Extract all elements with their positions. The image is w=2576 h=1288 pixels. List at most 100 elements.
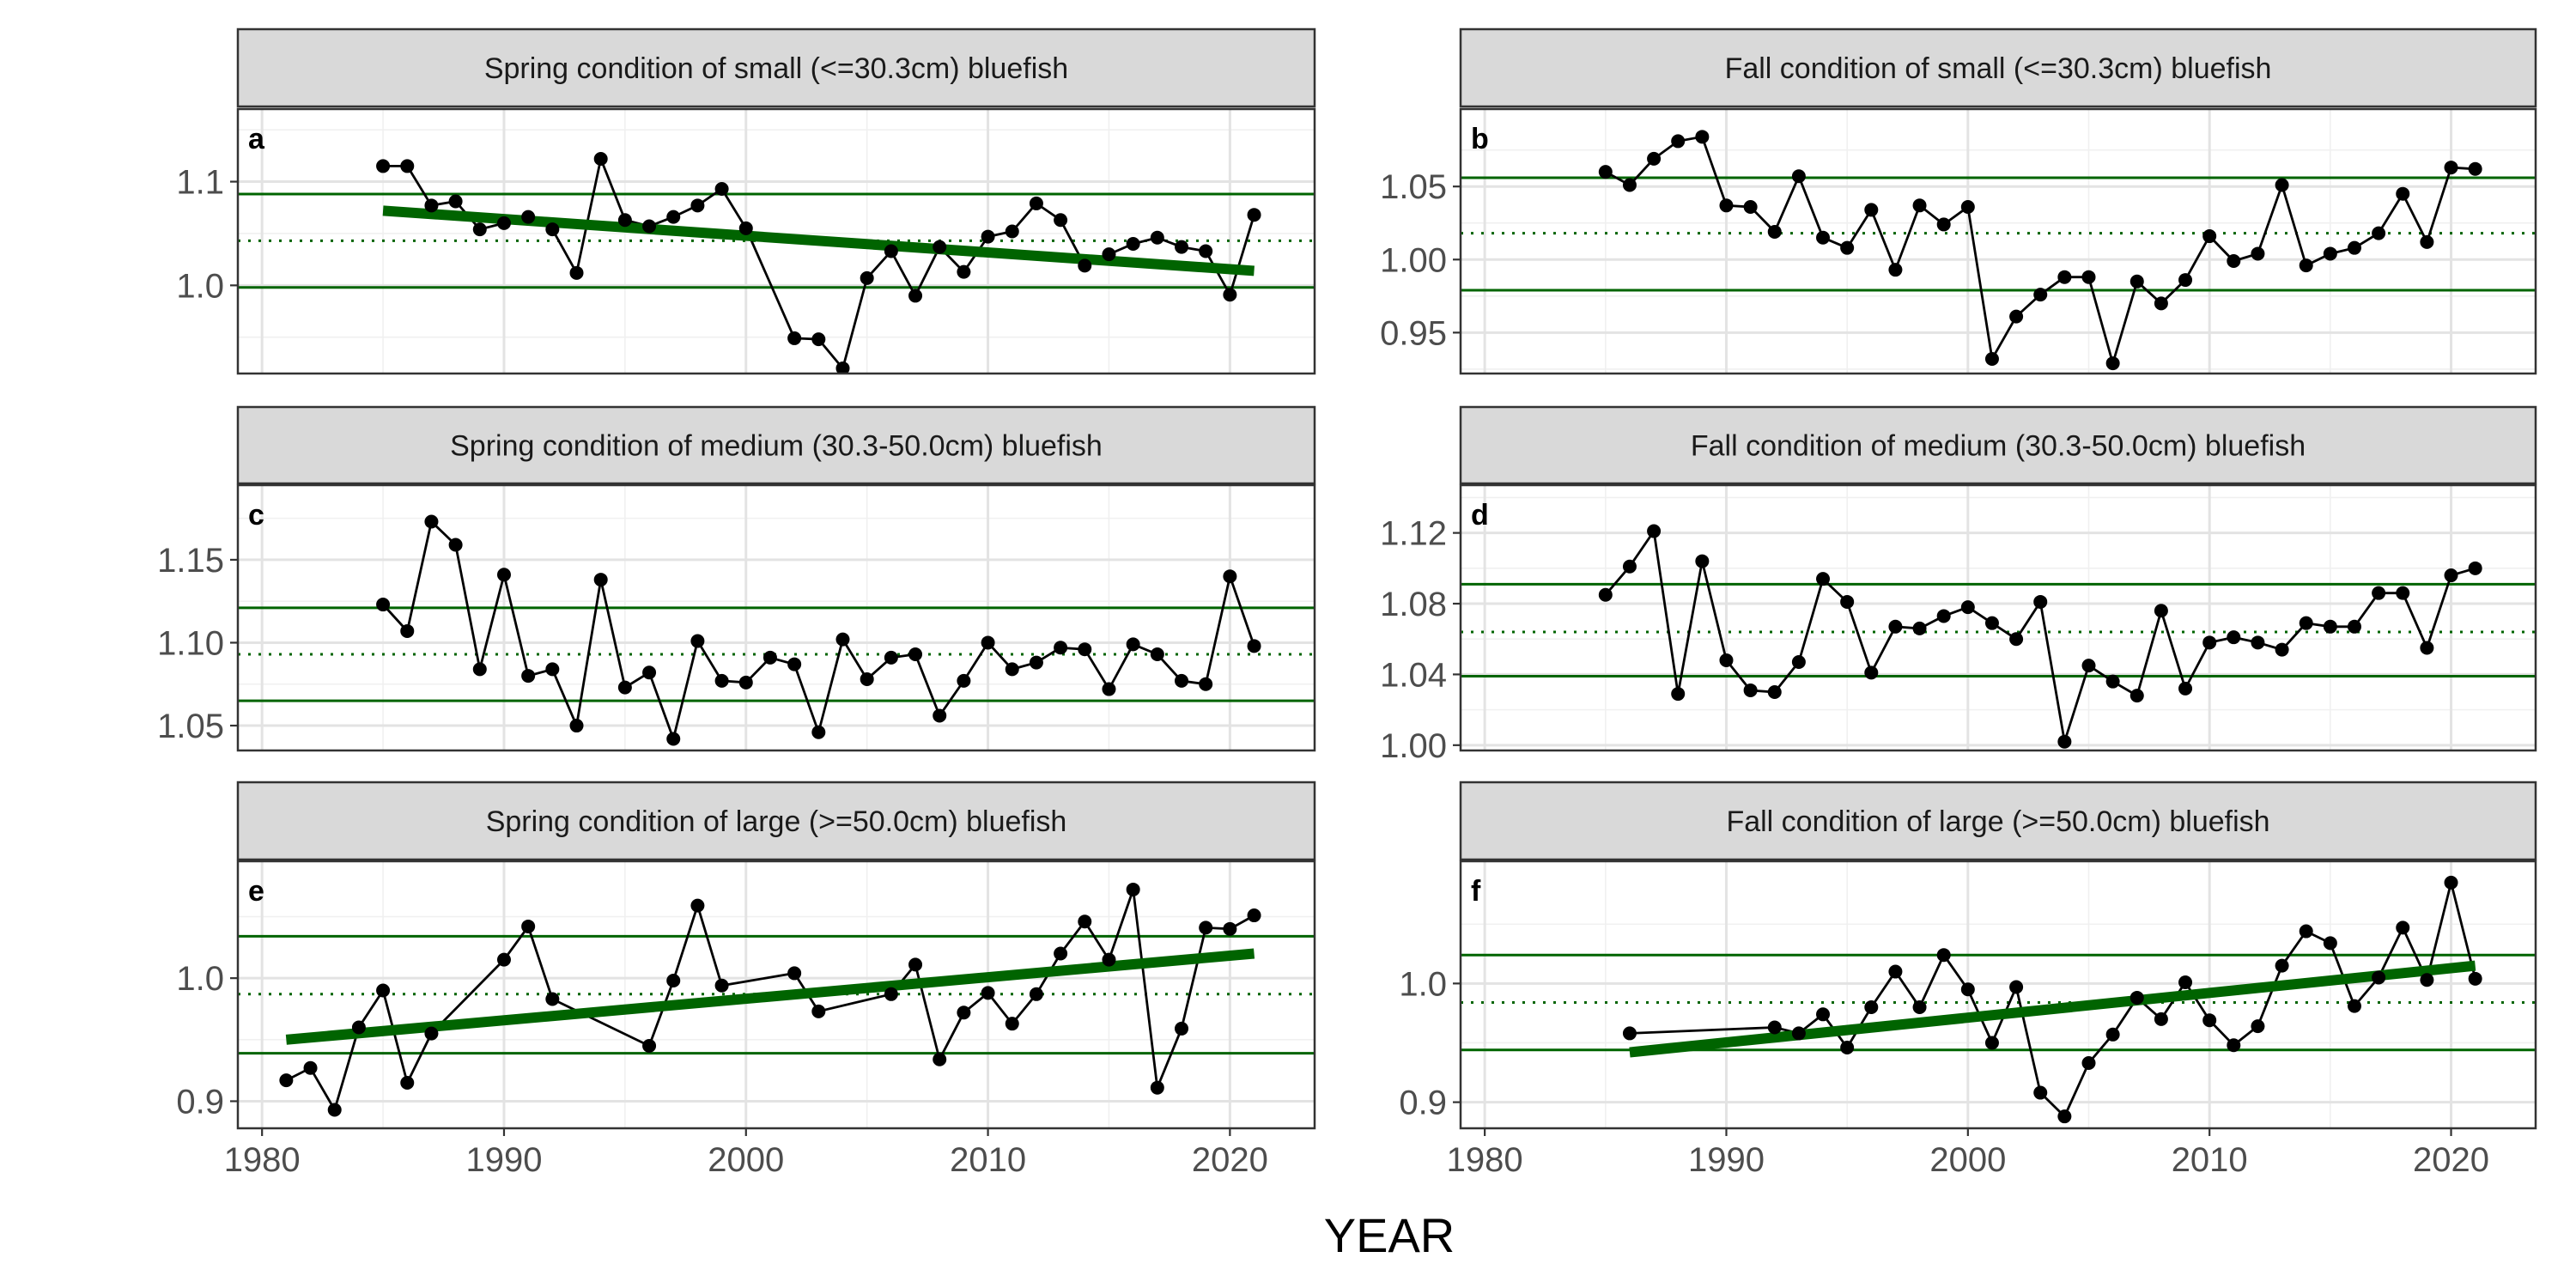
panel-f: Fall condition of large (>=50.0cm) bluef… xyxy=(1399,781,2537,1179)
data-point xyxy=(2202,1013,2217,1028)
data-point xyxy=(738,675,753,690)
x-tick-label: 2020 xyxy=(1192,1141,1268,1179)
facet-strip-b xyxy=(1459,27,2537,108)
data-point xyxy=(2154,604,2168,618)
panel-b-border xyxy=(1459,107,2537,375)
data-point xyxy=(1622,559,1637,574)
x-tick-label: 2010 xyxy=(950,1141,1026,1179)
data-point xyxy=(2105,356,2120,371)
data-point xyxy=(1864,1000,1879,1015)
data-point xyxy=(521,919,536,933)
y-tick-label: 1.12 xyxy=(1380,515,1447,553)
data-point xyxy=(1960,600,1975,615)
data-point xyxy=(2129,274,2144,289)
data-point xyxy=(376,159,391,173)
data-point xyxy=(860,270,874,285)
data-point xyxy=(1005,662,1019,677)
data-point xyxy=(1816,1007,1831,1022)
data-point xyxy=(545,992,560,1006)
data-point xyxy=(1005,1017,1019,1031)
data-point xyxy=(666,732,681,746)
data-point xyxy=(1102,247,1116,262)
data-point xyxy=(714,673,729,688)
data-point xyxy=(2105,674,2120,689)
trend-line xyxy=(285,948,1255,1045)
series-line xyxy=(1629,882,2477,1119)
data-point xyxy=(424,514,439,529)
data-point xyxy=(642,1038,657,1053)
data-point xyxy=(787,657,802,671)
data-point xyxy=(1695,130,1710,144)
y-tick-label: 0.9 xyxy=(176,1083,224,1121)
panel-c-grid xyxy=(238,485,1315,750)
panel-e: Spring condition of large (>=50.0cm) blu… xyxy=(176,781,1316,1179)
data-point xyxy=(1767,685,1782,700)
data-point xyxy=(1791,1026,1806,1041)
panel-label-b: b xyxy=(1471,123,1489,155)
panel-f-border xyxy=(1459,860,2537,1130)
y-tick-label: 1.0 xyxy=(176,960,224,998)
data-point xyxy=(1840,1041,1855,1055)
series-line xyxy=(382,519,1255,744)
data-point xyxy=(1150,1080,1164,1095)
data-point xyxy=(835,632,850,647)
facet-strip-e xyxy=(236,781,1316,861)
data-point xyxy=(2299,924,2313,939)
data-point xyxy=(2129,990,2144,1005)
data-point xyxy=(1247,208,1261,222)
data-point xyxy=(2105,1027,2120,1042)
data-point xyxy=(424,1026,439,1041)
data-point xyxy=(1912,1000,1927,1015)
data-point xyxy=(1743,683,1758,697)
data-point xyxy=(2323,936,2337,951)
x-axis-title: YEAR xyxy=(1324,1208,1455,1262)
data-point xyxy=(1622,1026,1637,1041)
data-point xyxy=(1247,639,1261,653)
data-point xyxy=(1078,642,1092,657)
data-point xyxy=(1175,240,1189,254)
data-point xyxy=(617,213,632,228)
data-point xyxy=(1175,1021,1189,1036)
data-point xyxy=(1598,165,1613,179)
data-point xyxy=(1960,200,1975,215)
data-point xyxy=(2227,253,2241,268)
facet-title-f: Fall condition of large (>=50.0cm) bluef… xyxy=(1726,805,2269,838)
data-point xyxy=(957,264,971,279)
data-point xyxy=(1984,351,1999,366)
data-point xyxy=(1223,569,1237,584)
panel-label-c: c xyxy=(248,499,264,532)
data-point xyxy=(521,210,536,224)
panel-c: Spring condition of medium (30.3-50.0cm)… xyxy=(157,405,1316,752)
data-point xyxy=(1150,647,1164,661)
data-point xyxy=(1888,263,1903,277)
data-point xyxy=(1695,554,1710,568)
data-point xyxy=(2275,642,2289,657)
data-point xyxy=(1671,687,1686,702)
data-point xyxy=(2154,1012,2168,1026)
data-point xyxy=(2444,875,2458,890)
data-point xyxy=(714,182,729,197)
data-point xyxy=(1223,921,1237,936)
data-point xyxy=(2372,970,2386,985)
data-point xyxy=(593,573,608,587)
data-point xyxy=(2347,619,2361,634)
data-point xyxy=(400,1075,415,1090)
x-tick-label: 1980 xyxy=(1447,1141,1523,1179)
y-tick-label: 0.95 xyxy=(1380,314,1447,352)
data-point xyxy=(884,244,898,258)
data-point xyxy=(2444,161,2458,175)
facet-title-b: Fall condition of small (<=30.3cm) bluef… xyxy=(1725,52,2272,85)
y-tick-label: 1.10 xyxy=(157,624,224,662)
data-point xyxy=(2227,630,2241,645)
data-point xyxy=(690,634,705,648)
data-point xyxy=(2202,635,2217,650)
data-point xyxy=(714,978,729,993)
data-point xyxy=(1719,198,1734,213)
data-point xyxy=(2033,1085,2048,1100)
panel-d: Fall condition of medium (30.3-50.0cm) b… xyxy=(1380,405,2537,765)
data-point xyxy=(2081,270,2096,284)
data-point xyxy=(2251,1019,2265,1034)
panel-c-border xyxy=(236,483,1316,752)
data-point xyxy=(2420,641,2434,655)
data-point xyxy=(1743,200,1758,215)
